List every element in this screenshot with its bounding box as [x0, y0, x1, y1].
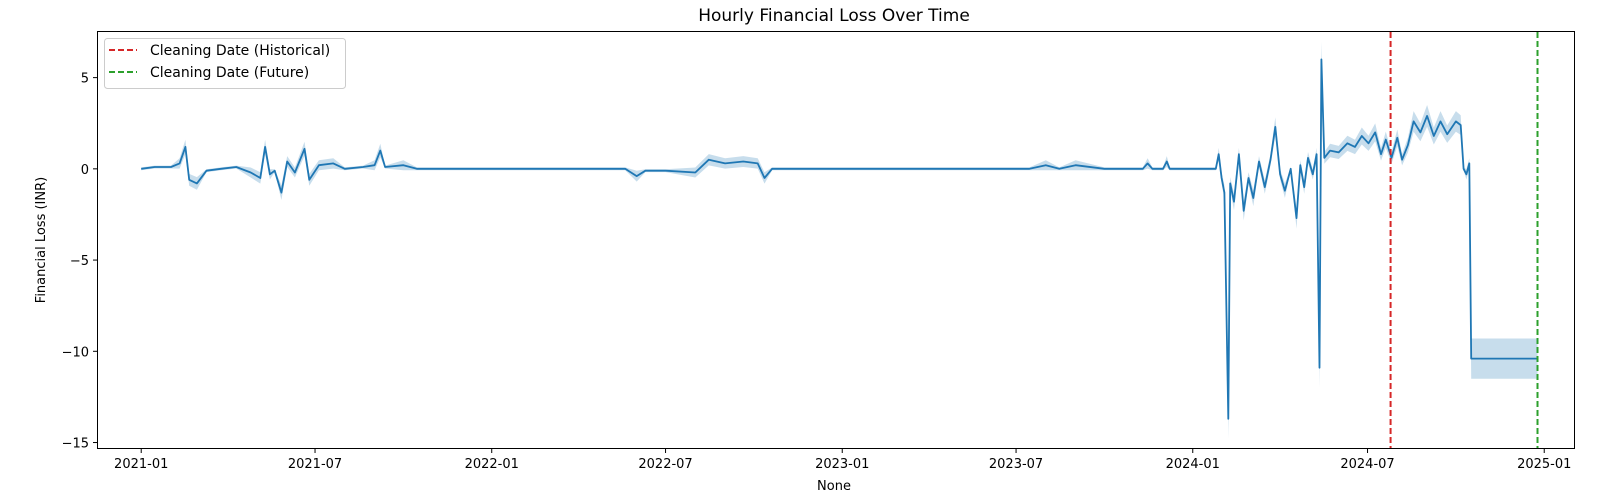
- y-axis-title: Financial Loss (INR): [34, 177, 49, 303]
- x-tick-label: 2024-01: [1166, 457, 1220, 472]
- x-tick-label: 2022-07: [638, 457, 692, 472]
- legend-box: [104, 38, 346, 89]
- y-tick-label: 0: [81, 163, 89, 178]
- plot-content: [141, 32, 1539, 448]
- x-tick-label: 2024-07: [1340, 457, 1394, 472]
- y-tick-label: 5: [81, 72, 89, 87]
- legend-label-future: Cleaning Date (Future): [150, 65, 309, 81]
- legend: Cleaning Date (Historical) Cleaning Date…: [104, 38, 346, 89]
- chart-title: Hourly Financial Loss Over Time: [698, 6, 970, 26]
- loss-series-line: [141, 58, 1538, 420]
- plot-frame: [97, 31, 1575, 449]
- y-axis: 5 0 −5 −10 −15: [62, 72, 98, 452]
- y-tick-label: −15: [62, 437, 89, 452]
- x-tick-label: 2025-01: [1517, 457, 1571, 472]
- y-tick-label: −10: [62, 345, 89, 360]
- x-axis-title: None: [817, 479, 851, 494]
- x-axis: 2021-01 2021-07 2022-01 2022-07 2023-01 2023-…: [114, 448, 1571, 472]
- x-tick-label: 2023-01: [815, 457, 869, 472]
- x-tick-label: 2021-07: [288, 457, 342, 472]
- x-tick-label: 2021-01: [114, 457, 168, 472]
- legend-label-historical: Cleaning Date (Historical): [150, 43, 330, 59]
- x-tick-label: 2022-01: [465, 457, 519, 472]
- y-tick-label: −5: [70, 254, 89, 269]
- x-tick-label: 2023-07: [989, 457, 1043, 472]
- confidence-band: [141, 41, 1538, 439]
